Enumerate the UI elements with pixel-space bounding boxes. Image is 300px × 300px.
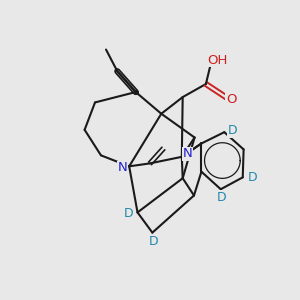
Text: O: O — [226, 93, 236, 106]
Text: N: N — [118, 161, 128, 174]
Text: D: D — [217, 191, 226, 204]
Text: D: D — [248, 171, 257, 184]
Text: D: D — [228, 124, 237, 137]
Text: D: D — [124, 207, 134, 220]
Text: N: N — [183, 147, 193, 161]
Text: OH: OH — [207, 54, 228, 67]
Text: D: D — [148, 235, 158, 248]
